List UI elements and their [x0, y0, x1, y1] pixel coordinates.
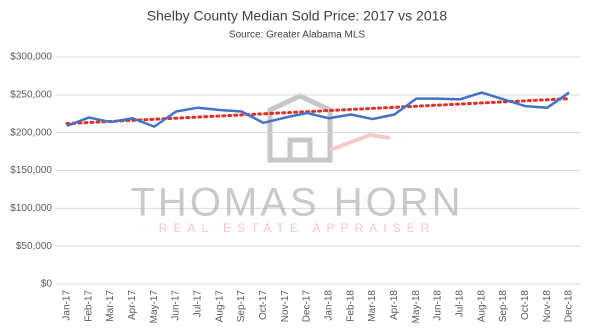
x-tick-label: Jun-18: [433, 290, 444, 321]
chart-subtitle: Source: Greater Alabama MLS: [229, 30, 366, 41]
x-tick-label: Apr-18: [389, 290, 400, 320]
x-tick-label: Nov-18: [542, 290, 553, 323]
x-tick-label: Sep-18: [498, 290, 509, 323]
x-tick-label: Jul-17: [193, 290, 204, 318]
watermark-name: THOMAS HORN: [131, 181, 464, 225]
y-tick-label: $0: [41, 279, 53, 290]
y-tick-label: $100,000: [10, 203, 52, 214]
x-tick-label: Nov-17: [280, 290, 291, 323]
x-tick-label: Dec-18: [564, 290, 575, 323]
x-tick-label: May-17: [149, 290, 160, 324]
x-tick-label: Oct-17: [258, 290, 269, 320]
x-tick-label: Feb-18: [345, 290, 356, 322]
x-tick-label: Aug-17: [214, 290, 225, 323]
x-tick-label: Jan-17: [62, 290, 73, 321]
x-tick-label: Jul-18: [455, 290, 466, 318]
x-tick-label: Sep-17: [236, 290, 247, 323]
x-tick-label: Apr-17: [127, 290, 138, 320]
data-line: [66, 91, 570, 128]
watermark-tagline: REAL ESTATE APPRAISER: [159, 221, 436, 235]
x-tick-label: Jan-18: [324, 290, 335, 321]
watermark: [267, 93, 391, 163]
x-tick-label: Jun-17: [171, 290, 182, 321]
x-tick-label: Aug-18: [476, 290, 487, 323]
x-tick-label: May-18: [411, 290, 422, 324]
y-tick-label: $50,000: [16, 241, 53, 252]
x-tick-label: Oct-18: [520, 290, 531, 320]
y-tick-label: $300,000: [10, 52, 52, 63]
trend-line: [65, 97, 571, 126]
y-tick-label: $250,000: [10, 89, 52, 100]
x-tick-label: Mar-17: [105, 290, 116, 322]
x-tick-label: Feb-17: [83, 290, 94, 322]
watermark-arrow: [329, 132, 391, 152]
y-tick-label: $150,000: [10, 165, 52, 176]
chart-title: Shelby County Median Sold Price: 2017 vs…: [147, 8, 448, 24]
x-tick-label: Mar-18: [367, 290, 378, 322]
y-tick-label: $200,000: [10, 127, 52, 138]
x-tick-label: Dec-17: [302, 290, 313, 323]
watermark-icon: [267, 93, 333, 163]
